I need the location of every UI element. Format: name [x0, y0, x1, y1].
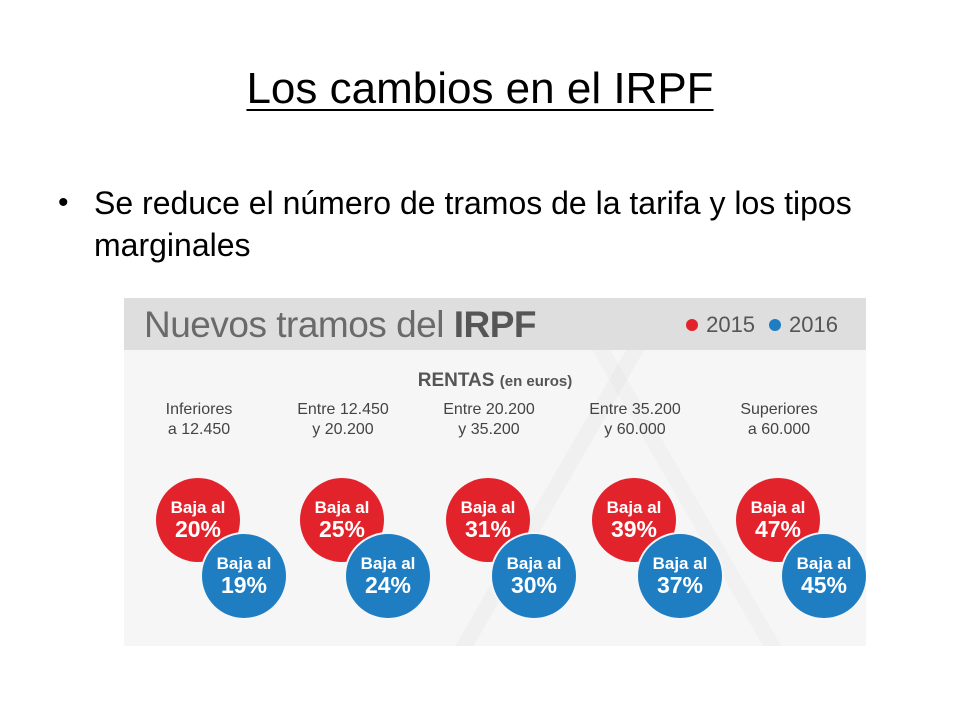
circle-2016: Baja al 30% [490, 532, 578, 620]
circle-value: 37% [656, 572, 704, 598]
rentas-label: RENTAS [417, 370, 495, 391]
tramo-label-line2: y 35.200 [458, 421, 520, 438]
circle-value: 45% [800, 572, 848, 598]
tramo-label-line1: Inferiores [165, 401, 233, 418]
tramo-group-4: Entre 35.200 y 60.000 Baja al 39% Baja a… [578, 400, 728, 640]
circle-value: 39% [610, 516, 658, 542]
tramo-label: Entre 20.200 y 35.200 [432, 400, 546, 440]
circle-label: Baja al [314, 498, 370, 517]
circle-value: 25% [318, 516, 366, 542]
slide-title: Los cambios en el IRPF [0, 62, 960, 116]
circle-value: 20% [174, 516, 222, 542]
circle-2016: Baja al 45% [780, 532, 866, 620]
irpf-infographic: Nuevos tramos del IRPF 2015 2016 RENTAS … [124, 298, 866, 646]
circle-label: Baja al [216, 554, 272, 573]
tramo-group-3: Entre 20.200 y 35.200 Baja al 31% Baja a… [432, 400, 582, 640]
tramo-label: Inferiores a 12.450 [142, 400, 256, 440]
circle-value: 30% [510, 572, 558, 598]
legend-label-2015: 2015 [706, 312, 756, 337]
tramo-label-line2: y 20.200 [312, 421, 374, 438]
legend: 2015 2016 [686, 312, 838, 338]
tramo-label-line1: Entre 12.450 [297, 401, 389, 418]
tramo-label-line1: Entre 20.200 [443, 401, 535, 418]
tramo-group-2: Entre 12.450 y 20.200 Baja al 25% Baja a… [286, 400, 436, 640]
circle-label: Baja al [796, 554, 852, 573]
legend-label-2016: 2016 [789, 312, 838, 337]
tramo-label-line2: a 60.000 [747, 421, 811, 438]
circle-label: Baja al [506, 554, 562, 573]
circle-label: Baja al [360, 554, 416, 573]
infographic-header: Nuevos tramos del IRPF 2015 2016 [124, 298, 866, 350]
circle-label: Baja al [460, 498, 516, 517]
circle-2016: Baja al 19% [200, 532, 288, 620]
slide-title-text: Los cambios en el IRPF [246, 64, 714, 113]
tramo-label-line1: Entre 35.200 [589, 401, 681, 418]
infographic-title: Nuevos tramos del IRPF [144, 304, 537, 346]
circle-2016: Baja al 37% [636, 532, 724, 620]
tramo-label: Superiores a 60.000 [722, 400, 836, 440]
rentas-sub: (en euros) [499, 373, 573, 390]
bullet-text: Se reduce el número de tramos de la tari… [94, 185, 852, 263]
circle-label: Baja al [170, 498, 226, 517]
circle-label: Baja al [652, 554, 708, 573]
circle-label: Baja al [750, 498, 806, 517]
tramo-group-5: Superiores a 60.000 Baja al 47% Baja al … [722, 400, 866, 640]
circle-2016: Baja al 24% [344, 532, 432, 620]
tramo-label-line2: y 60.000 [604, 421, 666, 438]
legend-dot-red-icon [686, 319, 699, 331]
infographic-title-light: Nuevos tramos del [144, 304, 454, 345]
bullet-dot-icon: • [58, 186, 69, 219]
tramo-label: Entre 35.200 y 60.000 [578, 400, 692, 440]
circle-value: 19% [220, 572, 268, 598]
circle-value: 31% [464, 516, 512, 542]
tramo-group-1: Inferiores a 12.450 Baja al 20% Baja al … [142, 400, 292, 640]
rentas-heading: RENTAS (en euros) [124, 370, 866, 392]
circle-label: Baja al [606, 498, 662, 517]
tramo-label-line1: Superiores [740, 401, 818, 418]
circle-value: 24% [364, 572, 412, 598]
bullet-item: • Se reduce el número de tramos de la ta… [58, 182, 888, 266]
circle-value: 47% [754, 516, 802, 542]
tramo-label: Entre 12.450 y 20.200 [286, 400, 400, 440]
tramo-label-line2: a 12.450 [167, 421, 231, 438]
legend-dot-blue-icon [769, 319, 782, 331]
infographic-title-bold: IRPF [453, 304, 537, 345]
